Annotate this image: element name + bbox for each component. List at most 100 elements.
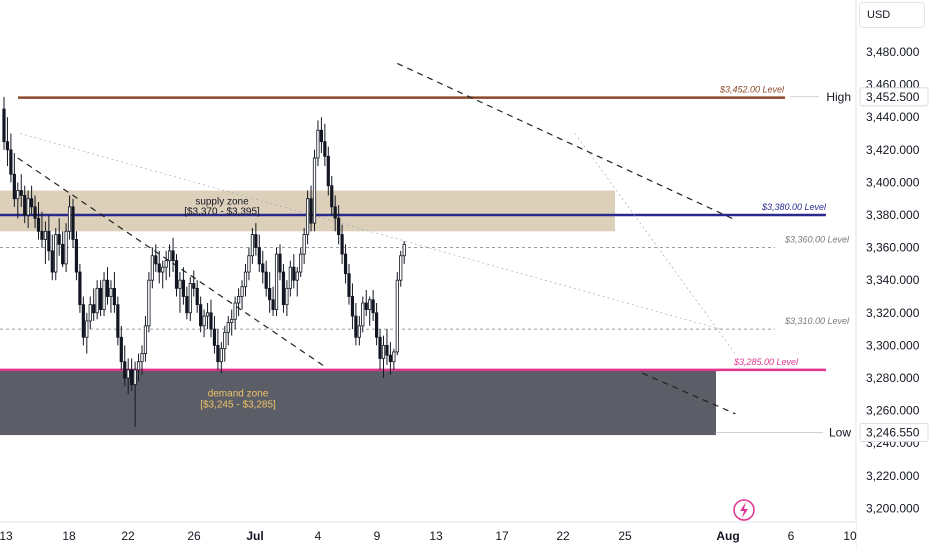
candle-body (323, 141, 327, 157)
level-label: $3,360.00 Level (784, 235, 850, 245)
candle-body (5, 141, 10, 151)
candle (81, 296, 85, 346)
candle-body (278, 253, 282, 273)
candle (385, 329, 389, 365)
candles-layer (2, 96, 406, 427)
candle-body (36, 217, 41, 232)
high-label: High (826, 90, 851, 104)
candle-body (88, 304, 92, 322)
candle (278, 244, 282, 281)
candle-body (16, 190, 20, 200)
candle (57, 218, 61, 256)
candle-body (161, 266, 165, 273)
candle (354, 303, 358, 346)
candle (2, 96, 6, 150)
x-tick-label: Jul (246, 529, 263, 543)
level-label: $3,310.00 Level (784, 316, 850, 326)
candle-body (274, 253, 279, 310)
x-tick-label: 6 (788, 529, 795, 543)
candle-body (288, 266, 292, 289)
candle (67, 195, 72, 240)
candle-body (54, 234, 58, 273)
y-tick-label: 3,220.000 (866, 469, 920, 483)
candle (16, 182, 20, 219)
candle-body (374, 312, 379, 338)
candle-body (223, 331, 227, 350)
low-value-badge (859, 423, 929, 442)
candle (347, 263, 351, 305)
y-tick-label: 3,260.000 (866, 404, 920, 418)
candle-body (116, 304, 120, 338)
candle (247, 247, 251, 281)
candle (47, 215, 51, 261)
x-tick-label: 13 (429, 529, 443, 543)
zone-demand (0, 369, 716, 436)
y-tick-label: 3,200.000 (866, 501, 920, 515)
candle-body (281, 271, 286, 306)
candle (105, 267, 110, 305)
low-label: Low (829, 426, 851, 440)
candle-body (171, 250, 175, 262)
x-tick-label: 4 (315, 529, 322, 543)
candle-body (333, 206, 337, 219)
trendline-2 (642, 372, 736, 415)
candle (233, 296, 237, 330)
candle-body (257, 247, 261, 265)
candle (102, 272, 106, 317)
candle (361, 296, 365, 333)
candle (130, 358, 134, 392)
candle-body (64, 230, 68, 265)
candle-body (112, 287, 116, 306)
candle-body (2, 108, 6, 143)
low-label-bg (823, 423, 855, 442)
level-label: $3,285.00 Level (733, 357, 799, 367)
candle-body (250, 234, 254, 257)
candle-body (143, 325, 148, 354)
candle-body (209, 312, 213, 330)
candle-body (243, 271, 248, 288)
candle-body (47, 230, 51, 252)
trendlines-layer (17, 62, 736, 415)
x-tick-label: 26 (187, 529, 201, 543)
candle-body (126, 369, 130, 379)
candle (285, 280, 289, 317)
candle (92, 288, 96, 321)
candle (381, 335, 386, 378)
candle (119, 325, 123, 370)
candle (326, 146, 330, 196)
time-axis-bg (0, 522, 856, 550)
faint-trendline-0 (19, 133, 721, 330)
candle-body (302, 234, 306, 255)
candle-body (364, 302, 368, 310)
candle-body (57, 234, 61, 245)
candle (12, 153, 16, 207)
candle (392, 348, 396, 370)
replay-icon[interactable] (733, 499, 755, 521)
candle-body (350, 296, 355, 317)
candle (161, 260, 165, 289)
candle (109, 280, 113, 313)
candle-body (23, 195, 27, 216)
candle (143, 316, 148, 362)
candle-body (33, 206, 37, 219)
candle-body (95, 287, 99, 314)
candle (226, 316, 230, 346)
y-tick-label: 3,380.000 (866, 208, 920, 222)
candle (150, 247, 154, 289)
x-tick-label: Aug (716, 529, 739, 543)
candle (240, 280, 244, 310)
candle-body (164, 260, 168, 268)
candle-body (309, 198, 313, 224)
zones-layer (0, 190, 716, 436)
candle-body (292, 266, 296, 281)
currency-button[interactable]: USD (859, 2, 925, 28)
candle-body (378, 336, 382, 359)
candle (171, 237, 175, 273)
candle (374, 303, 379, 346)
candle (61, 231, 65, 268)
candle-body (395, 279, 399, 353)
candle-body (71, 206, 75, 240)
candle (271, 286, 275, 317)
